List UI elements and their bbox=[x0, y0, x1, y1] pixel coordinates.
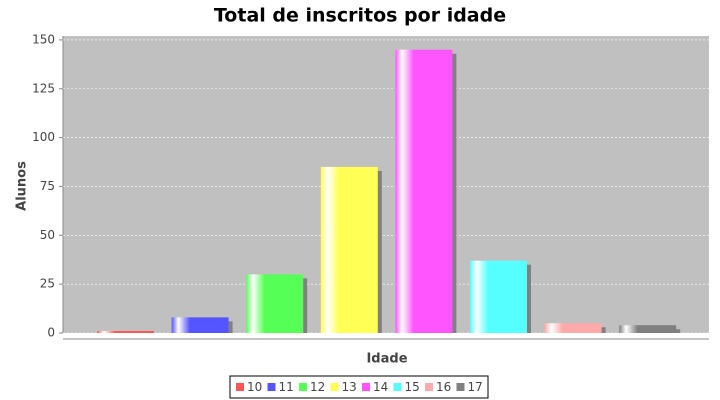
chart-title: Total de inscritos por idade bbox=[214, 5, 506, 27]
legend-swatch bbox=[330, 383, 339, 391]
y-tick-label: 25 bbox=[40, 277, 55, 291]
legend-label: 10 bbox=[247, 380, 262, 394]
legend-swatch bbox=[236, 383, 244, 391]
legend-swatch bbox=[393, 383, 402, 391]
y-axis-title: Alunos bbox=[15, 161, 30, 211]
bar bbox=[97, 331, 154, 333]
legend-swatch bbox=[362, 383, 370, 391]
legend-box bbox=[229, 375, 489, 399]
legend-swatch bbox=[425, 383, 433, 391]
bar bbox=[544, 323, 602, 333]
bar bbox=[395, 49, 453, 333]
legend-label: 11 bbox=[279, 380, 294, 394]
y-tick-label: 0 bbox=[47, 326, 55, 340]
bar bbox=[470, 260, 527, 333]
bar bbox=[246, 274, 304, 333]
legend-label: 12 bbox=[310, 380, 325, 394]
bar bbox=[320, 166, 378, 333]
bar bbox=[619, 325, 677, 333]
y-tick-label: 75 bbox=[40, 179, 55, 193]
legend-label: 16 bbox=[436, 380, 451, 394]
legend-label: 17 bbox=[468, 380, 483, 394]
legend-swatch bbox=[299, 383, 307, 391]
legend-swatch bbox=[267, 383, 276, 391]
bar bbox=[171, 317, 229, 333]
y-tick-label: 125 bbox=[32, 81, 55, 95]
x-axis-title: Idade bbox=[366, 352, 407, 367]
legend-swatch bbox=[456, 383, 465, 391]
legend-label: 15 bbox=[405, 380, 420, 394]
legend-label: 14 bbox=[373, 380, 388, 394]
y-tick-label: 100 bbox=[32, 130, 55, 144]
y-tick-label: 50 bbox=[40, 228, 55, 242]
y-tick-label: 150 bbox=[32, 32, 55, 46]
plot-area bbox=[63, 36, 709, 333]
legend-label: 13 bbox=[342, 380, 357, 394]
